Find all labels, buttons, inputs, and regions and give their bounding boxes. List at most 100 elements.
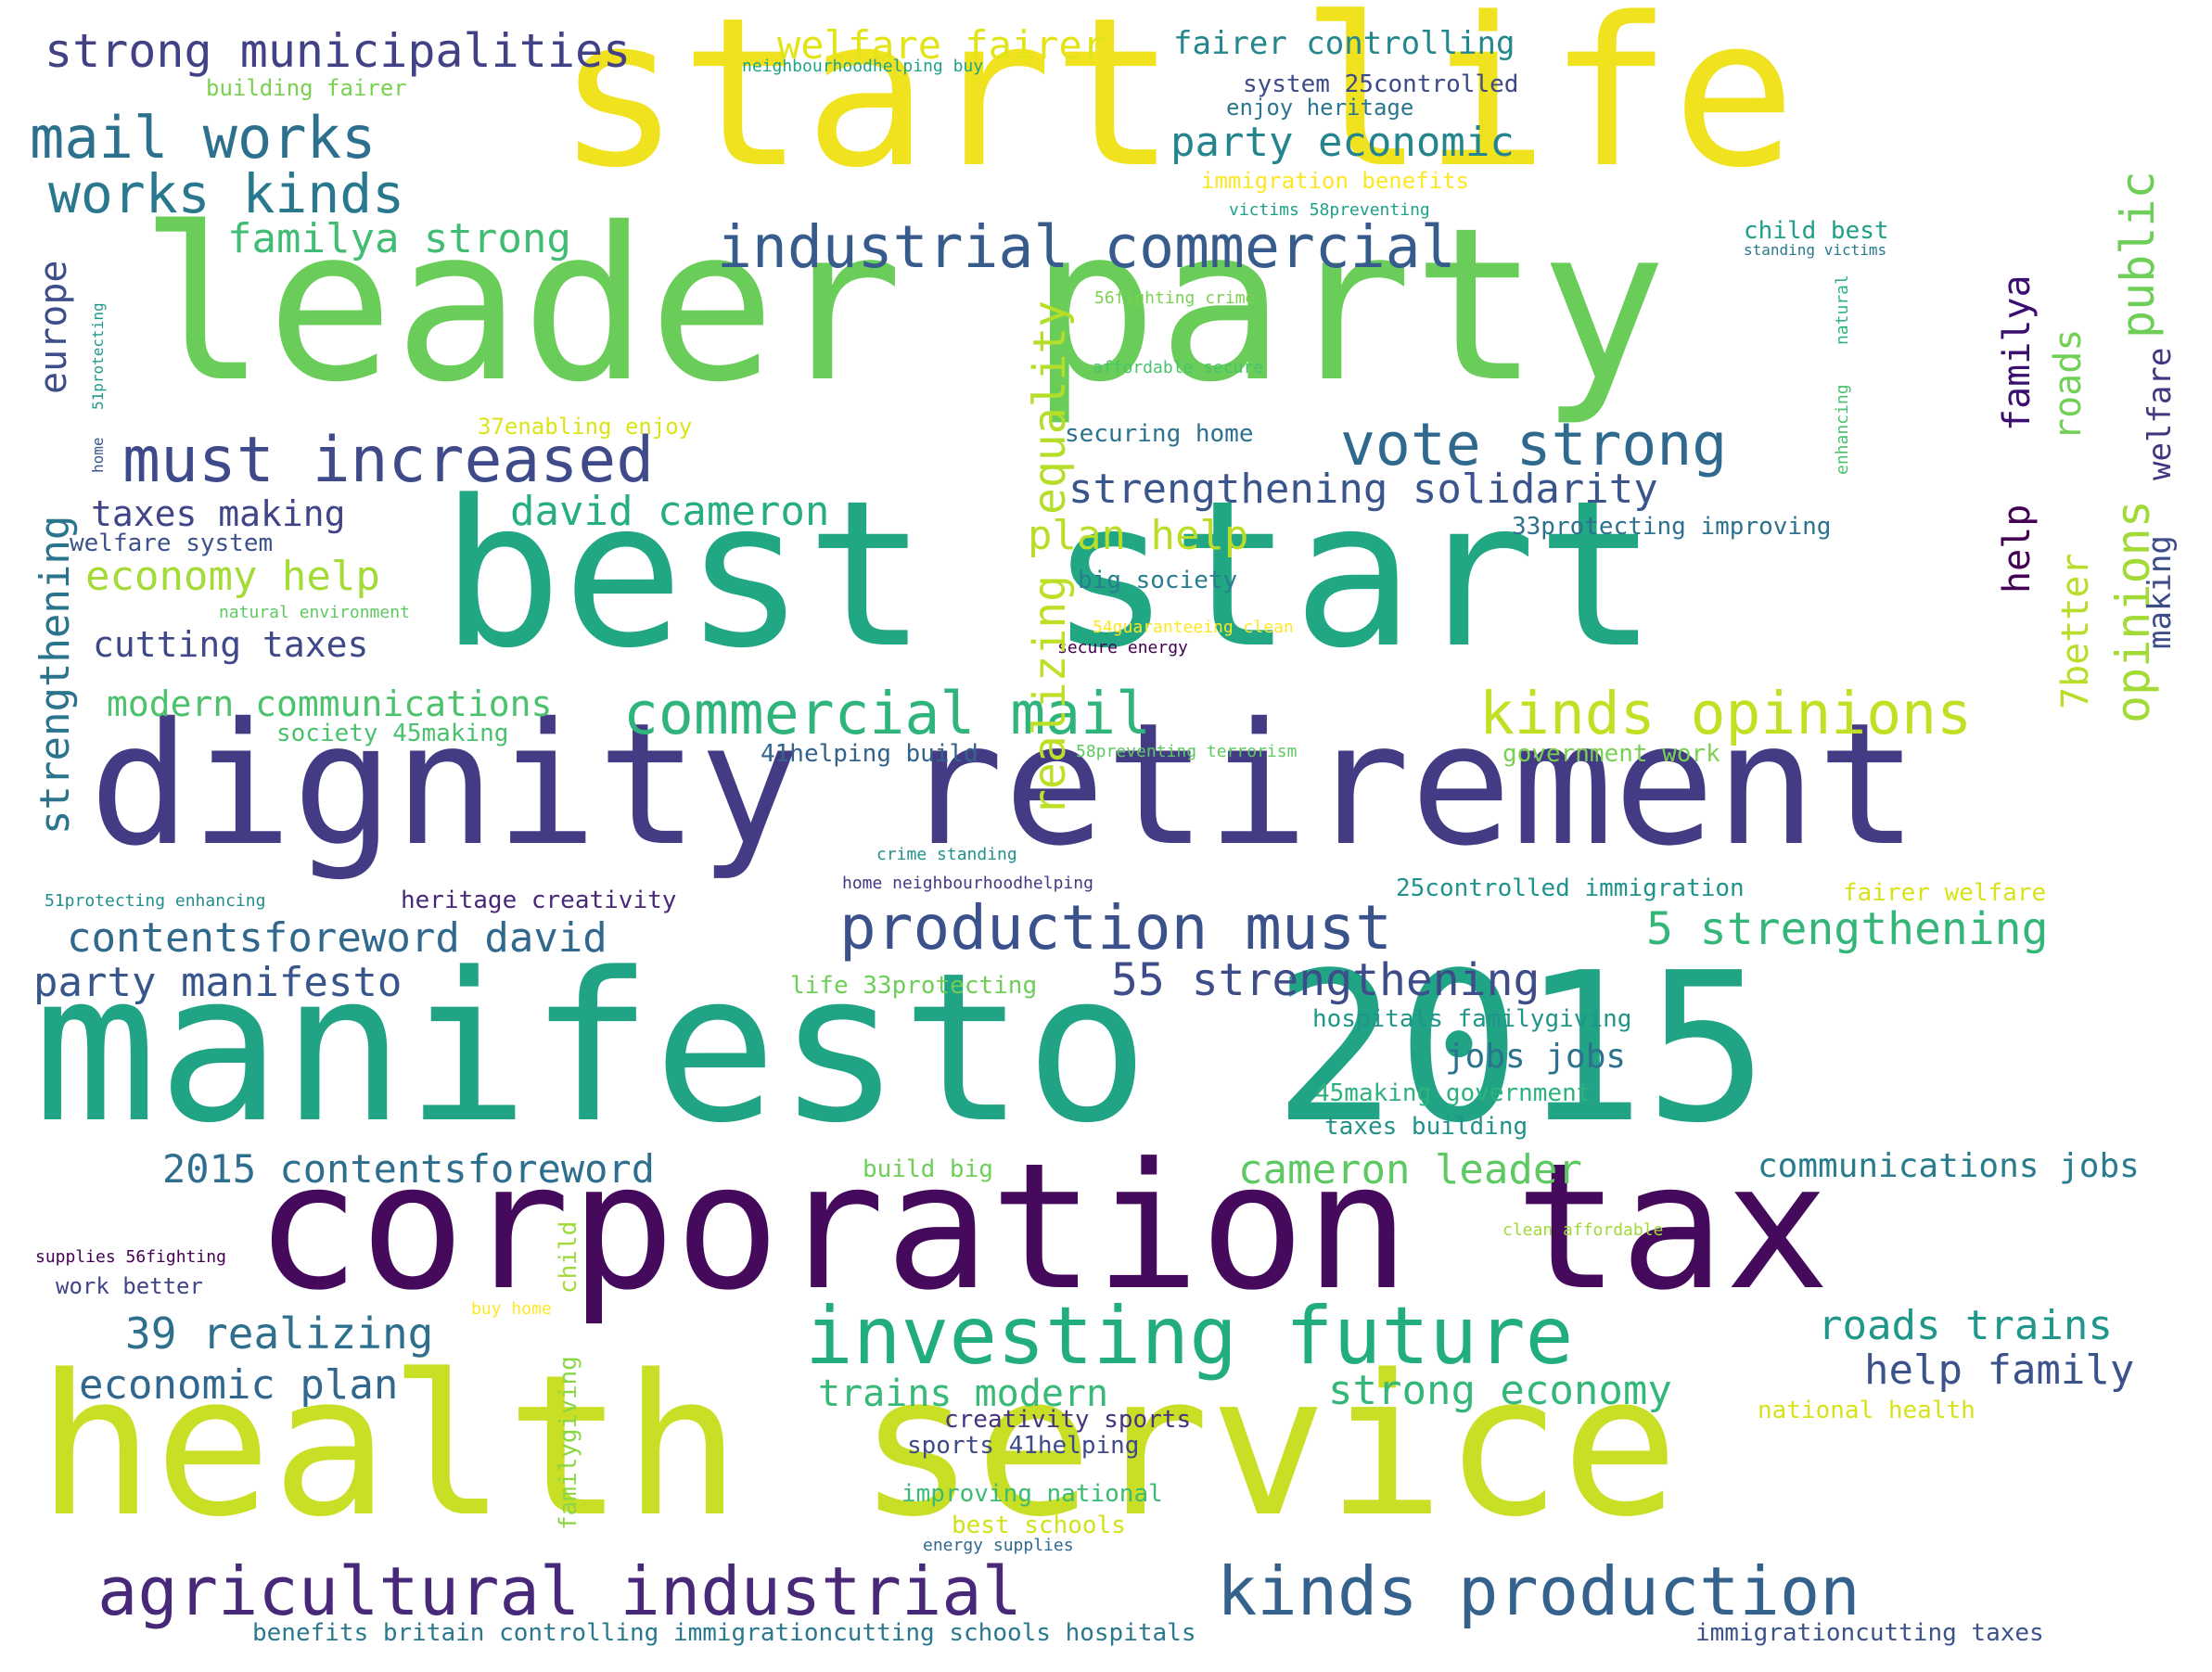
word-dignity-retirement: dignity retirement: [89, 686, 1919, 883]
word-contentsforeword-david: contentsforeword david: [67, 914, 607, 962]
word-fairer-welfare: fairer welfare: [1843, 879, 2047, 907]
word-big-society: big society: [1078, 567, 1238, 594]
word-economy-help: economy help: [85, 553, 380, 600]
word-cutting-taxes: cutting taxes: [93, 624, 369, 665]
word-familya-vertical: familya: [1996, 274, 2039, 431]
word-roads-vertical: roads: [2047, 328, 2090, 440]
word-industrial-commercial: industrial commercial: [717, 213, 1456, 281]
word-crime-standing: crime standing: [876, 845, 1017, 864]
word-mail-works: mail works: [30, 104, 377, 172]
word-54guaranteeing-clean: 54guaranteeing clean: [1093, 618, 1294, 637]
word-society-45making: society 45making: [276, 720, 509, 747]
word-neighbourhoodhelping-buy: neighbourhoodhelping buy: [742, 57, 984, 76]
word-welfare-system: welfare system: [70, 530, 274, 557]
word-victims-58preventing: victims 58preventing: [1229, 200, 1430, 220]
word-strengthening-vertical: strengthening: [32, 515, 79, 835]
word-david-cameron: david cameron: [510, 488, 830, 535]
word-public-vertical: public: [2111, 171, 2165, 338]
word-supplies-56fighting: supplies 56fighting: [35, 1247, 226, 1267]
word-taxes-making: taxes making: [91, 493, 346, 534]
word-7better-vertical: 7better: [2054, 553, 2097, 709]
word-55-strengthening: 55 strengthening: [1111, 954, 1541, 1006]
word-commercial-mail: commercial mail: [623, 680, 1151, 747]
word-national-health: national health: [1758, 1397, 1975, 1424]
word-health-service: health service: [37, 1333, 1680, 1560]
word-manifesto-2015: manifesto 2015: [33, 929, 1770, 1168]
word-immigration-benefits: immigration benefits: [1201, 168, 1469, 194]
word-securing-home: securing home: [1065, 420, 1254, 448]
word-energy-supplies: energy supplies: [923, 1536, 1074, 1555]
word-37enabling-enjoy: 37enabling enjoy: [478, 414, 693, 440]
word-work-better: work better: [56, 1273, 203, 1299]
word-trains-modern: trains modern: [818, 1372, 1109, 1415]
word-home-vertical: home: [89, 437, 107, 473]
word-communications-jobs: communications jobs: [1758, 1147, 2140, 1185]
word-jobs-jobs: jobs jobs: [1445, 1038, 1627, 1076]
word-natural-environment: natural environment: [219, 603, 410, 622]
word-enhancing-vertical: enhancing: [1833, 384, 1852, 475]
word-enjoy-heritage: enjoy heritage: [1226, 95, 1414, 121]
word-standing-victims: standing victims: [1744, 241, 1887, 259]
word-making-vertical: making: [2142, 535, 2179, 649]
word-production-must: production must: [839, 892, 1393, 964]
word-system-25controlled: system 25controlled: [1243, 70, 1519, 98]
word-51protecting-vertical: 51protecting: [89, 302, 107, 410]
word-child-vertical: child: [555, 1220, 582, 1294]
word-strengthening-solidarity: strengthening solidarity: [1068, 466, 1658, 513]
word-strong-economy: strong economy: [1328, 1367, 1672, 1414]
word-clean-affordable: clean affordable: [1502, 1220, 1664, 1240]
word-25controlled-immigration: 25controlled immigration: [1396, 874, 1745, 902]
word-help-family: help family: [1864, 1347, 2135, 1394]
word-welfare-fairer: welfare fairer: [777, 22, 1106, 68]
word-2015-contentsforeword: 2015 contentsforeword: [162, 1146, 656, 1192]
word-sports-41helping: sports 41helping: [907, 1432, 1140, 1460]
word-investing-future: investing future: [805, 1290, 1574, 1383]
word-best-start: best start: [441, 458, 1658, 693]
word-vote-strong: vote strong: [1340, 411, 1728, 479]
word-39-realizing: 39 realizing: [125, 1308, 434, 1359]
word-kinds-production: kinds production: [1217, 1552, 1860, 1630]
word-building-fairer: building fairer: [206, 75, 407, 101]
word-kinds-opinions: kinds opinions: [1479, 680, 1973, 747]
word-agricultural-industrial: agricultural industrial: [97, 1552, 1022, 1630]
word-51protecting-enhancing: 51protecting enhancing: [45, 891, 266, 911]
word-hospitals-familygiving: hospitals familygiving: [1312, 1005, 1632, 1033]
word-improving-national: improving national: [901, 1480, 1163, 1508]
word-strong-municipalities: strong municipalities: [45, 24, 632, 78]
word-home-neighbourhoodhelping: home neighbourhoodhelping: [842, 874, 1093, 893]
word-33protecting-improving: 33protecting improving: [1512, 513, 1832, 541]
word-child-best: child best: [1744, 217, 1889, 245]
word-familya-strong: familya strong: [227, 215, 571, 262]
word-58preventing-terrorism: 58preventing terrorism: [1076, 742, 1298, 761]
word-secure-energy: secure energy: [1057, 638, 1188, 657]
word-welfare-vertical: welfare: [2142, 347, 2179, 480]
word-life-33protecting: life 33protecting: [790, 972, 1038, 1000]
word-natural-vertical: natural: [1833, 274, 1852, 345]
word-creativity-sports: creativity sports: [944, 1406, 1192, 1434]
word-best-schools: best schools: [952, 1512, 1126, 1539]
word-roads-trains: roads trains: [1818, 1302, 2113, 1349]
word-affordable-secure: affordable secure: [1093, 358, 1264, 377]
word-party-manifesto: party manifesto: [33, 959, 403, 1006]
word-corporation-tax: corporation tax: [255, 1126, 1830, 1329]
word-heritage-creativity: heritage creativity: [401, 887, 677, 914]
word-party-economic: party economic: [1170, 119, 1515, 166]
word-bottom-line: benefits britain controlling immigration…: [252, 1619, 1196, 1647]
word-economic-plan: economic plan: [79, 1361, 399, 1409]
word-taxes-building: taxes building: [1324, 1113, 1528, 1141]
word-plan-help: plan help: [1028, 512, 1249, 559]
word-buy-home: buy home: [471, 1299, 552, 1319]
word-europe-vertical: europe: [32, 260, 75, 395]
word-immigrationcutting-taxes: immigrationcutting taxes: [1695, 1619, 2044, 1647]
word-realizing-vertical: realizing: [1024, 574, 1076, 816]
word-familygiving-vertical: familygiving: [555, 1356, 582, 1530]
word-leader-party: leader party: [139, 182, 1668, 428]
word-56fighting-crime: 56fighting crime: [1094, 288, 1256, 308]
word-must-increased: must increased: [122, 424, 655, 497]
word-5-strengthening: 5 strengthening: [1646, 903, 2049, 955]
word-help-vertical: help: [1996, 504, 2039, 593]
word-equality-vertical: equality: [1024, 300, 1076, 515]
word-fairer-controlling: fairer controlling: [1173, 25, 1515, 62]
word-45making-government: 45making government: [1315, 1079, 1592, 1107]
